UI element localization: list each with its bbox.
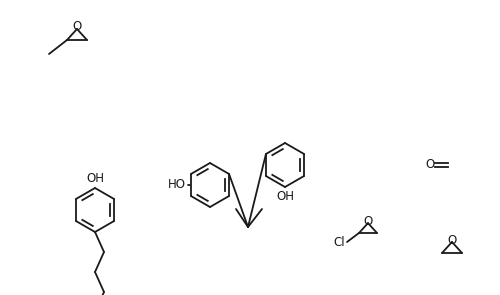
Text: Cl: Cl — [334, 237, 345, 250]
Text: OH: OH — [276, 190, 294, 203]
Text: O: O — [72, 20, 82, 34]
Text: O: O — [426, 158, 434, 171]
Text: O: O — [364, 214, 372, 228]
Text: OH: OH — [86, 172, 104, 185]
Text: O: O — [448, 234, 456, 247]
Text: HO: HO — [168, 178, 186, 191]
